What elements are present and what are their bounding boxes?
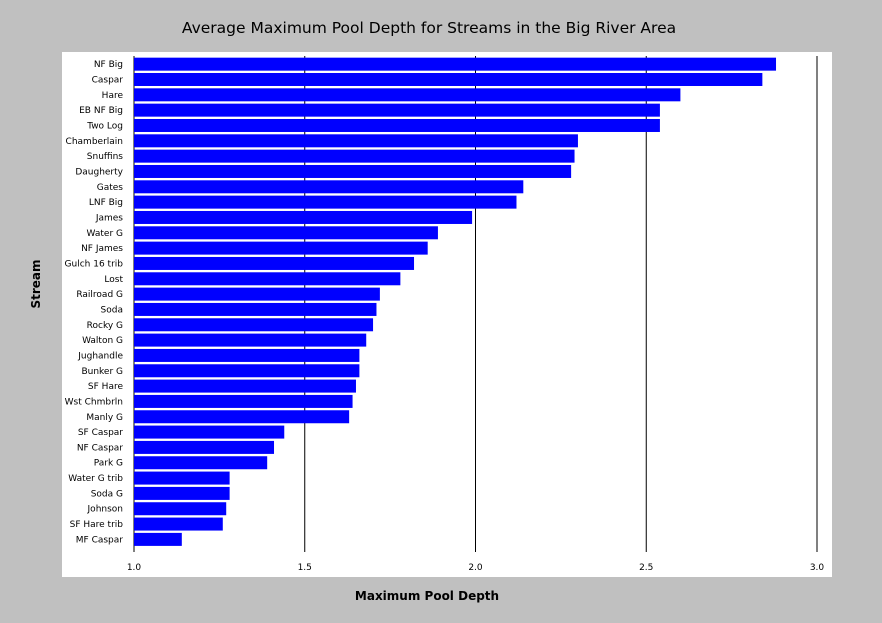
category-label: NF Big: [94, 60, 123, 70]
category-label: Wst Chmbrln: [65, 397, 123, 407]
x-tick-label: 1.5: [298, 563, 312, 573]
bar: [134, 164, 572, 178]
bar: [134, 72, 763, 86]
category-label: Gulch 16 trib: [65, 259, 124, 269]
category-label: James: [95, 213, 123, 223]
category-label: Gates: [97, 183, 124, 193]
bar: [134, 256, 415, 270]
category-label: Walton G: [82, 336, 123, 346]
bar: [134, 364, 360, 378]
chart-title: Average Maximum Pool Depth for Streams i…: [181, 19, 677, 37]
bar: [134, 486, 230, 500]
bar: [134, 195, 517, 209]
bar: [134, 226, 438, 240]
bar: [134, 517, 223, 531]
x-tick-label: 2.0: [468, 563, 483, 573]
bar: [134, 287, 380, 301]
plot-panel: NF Big Caspar Hare EB NF Big Two Log Chamberl…: [62, 52, 832, 577]
category-label: SF Caspar: [78, 428, 123, 438]
bar: [134, 57, 777, 71]
bar: [134, 180, 524, 194]
bar: [134, 272, 401, 286]
bar: [134, 333, 367, 347]
bar: [134, 210, 473, 224]
category-label: Jughandle: [77, 351, 123, 361]
x-tick-labels: 1.0 1.5 2.0 2.5 3.0: [127, 563, 825, 573]
bars: [134, 57, 777, 546]
x-tick-label: 2.5: [639, 563, 653, 573]
category-label: Bunker G: [81, 367, 123, 377]
bar: [134, 118, 660, 132]
category-label: Lost: [104, 275, 123, 285]
x-tick-label: 3.0: [810, 563, 825, 573]
category-label: Soda: [101, 305, 123, 315]
category-label: NF James: [81, 244, 123, 254]
bar: [134, 394, 353, 408]
bar: [134, 379, 356, 393]
category-label: Manly G: [86, 413, 123, 423]
category-label: Soda G: [91, 489, 123, 499]
category-label: Caspar: [92, 75, 124, 85]
bar: [134, 302, 377, 316]
bar: [134, 241, 428, 255]
bar: [134, 318, 374, 332]
bar: [134, 425, 285, 439]
category-label: Water G trib: [68, 474, 123, 484]
bar: [134, 88, 681, 102]
category-label: MF Caspar: [76, 535, 124, 545]
category-label: Railroad G: [76, 290, 123, 300]
category-label: Two Log: [86, 121, 123, 131]
category-labels: NF Big Caspar Hare EB NF Big Two Log Chamberl…: [65, 60, 124, 545]
category-label: Daugherty: [75, 167, 123, 177]
bar: [134, 348, 360, 362]
x-tick-label: 1.0: [127, 563, 142, 573]
category-label: Chamberlain: [66, 137, 123, 147]
bar: [134, 502, 227, 516]
bar: [134, 532, 182, 546]
bar: [134, 471, 230, 485]
category-label: Rocky G: [87, 321, 123, 331]
bar: [134, 134, 578, 148]
bar-chart: NF Big Caspar Hare EB NF Big Two Log Chamberl…: [65, 56, 825, 573]
category-label: Water G: [87, 229, 123, 239]
category-label: Hare: [102, 91, 124, 101]
bar: [134, 456, 268, 470]
bar: [134, 440, 275, 454]
bar: [134, 103, 660, 117]
bar: [134, 149, 575, 163]
bar: [134, 410, 350, 424]
category-label: SF Hare: [88, 382, 124, 392]
category-label: Snuffins: [87, 152, 124, 162]
category-label: Park G: [94, 459, 123, 469]
category-label: EB NF Big: [79, 106, 123, 116]
x-axis-title: Maximum Pool Depth: [354, 589, 500, 603]
category-label: LNF Big: [89, 198, 123, 208]
category-label: SF Hare trib: [70, 520, 124, 530]
y-axis-title: Stream: [29, 259, 43, 309]
category-label: NF Caspar: [77, 443, 123, 453]
category-label: Johnson: [87, 505, 123, 515]
